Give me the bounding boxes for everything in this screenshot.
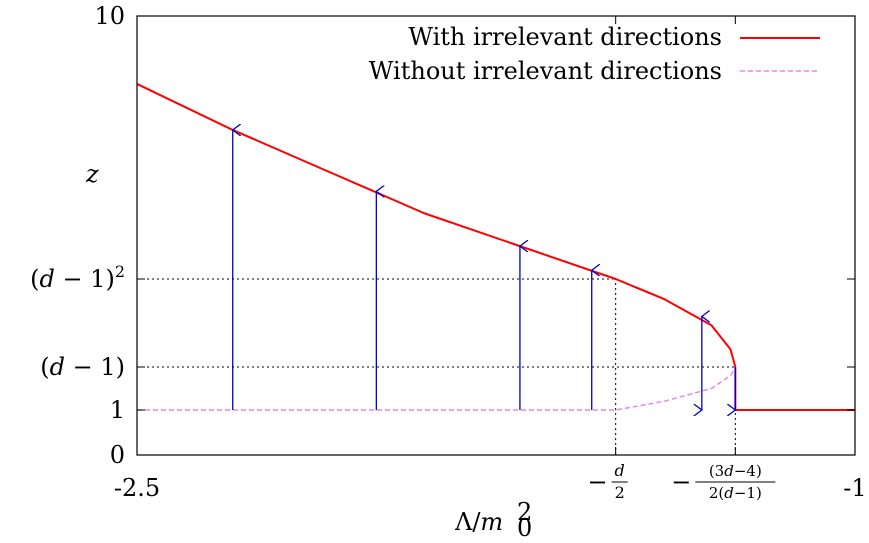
svg-text:(3d−4): (3d−4): [709, 462, 762, 480]
legend: With irrelevant directions Without irrel…: [369, 23, 820, 85]
x-axis-label-sup: 2: [517, 498, 532, 526]
series-layer: [136, 83, 855, 411]
axis-ticks: [136, 15, 856, 456]
arrows-layer: [233, 130, 736, 410]
series-line-1: [137, 366, 736, 411]
x-axis-label-sub: 0: [517, 514, 532, 542]
y-tick-label-d-minus-1-squared: (d − 1)2: [30, 262, 125, 293]
y-tick-label-0: 0: [110, 441, 125, 469]
svg-text:2: 2: [615, 483, 625, 502]
svg-text:−: −: [588, 468, 608, 496]
legend-label-with: With irrelevant directions: [408, 23, 722, 51]
svg-text:d: d: [615, 461, 625, 480]
y-tick-label-1: 1: [110, 396, 125, 424]
y-tick-label-d-minus-1: (d − 1): [40, 353, 125, 381]
svg-text:2(d−1): 2(d−1): [709, 484, 762, 502]
x-tick-label-neg-3d-4-over-2-d-1: − (3d−4) 2(d−1): [671, 462, 776, 502]
legend-label-without: Without irrelevant directions: [369, 57, 722, 85]
x-tick-label-neg-1: -1: [843, 474, 866, 502]
x-tick-label-neg-2-5: -2.5: [114, 474, 160, 502]
y-tick-label-10: 10: [94, 2, 125, 30]
x-tick-label-neg-d-over-2: − d 2: [588, 461, 628, 502]
x-axis-label: Λ/m 2 0: [454, 498, 532, 542]
svg-text:−: −: [671, 468, 691, 496]
plot-frame: [136, 15, 856, 456]
reference-lines: [137, 278, 736, 455]
svg-text:Λ/m: Λ/m: [454, 508, 503, 536]
y-axis-label: z: [85, 160, 99, 188]
series-line-0: [136, 83, 855, 411]
